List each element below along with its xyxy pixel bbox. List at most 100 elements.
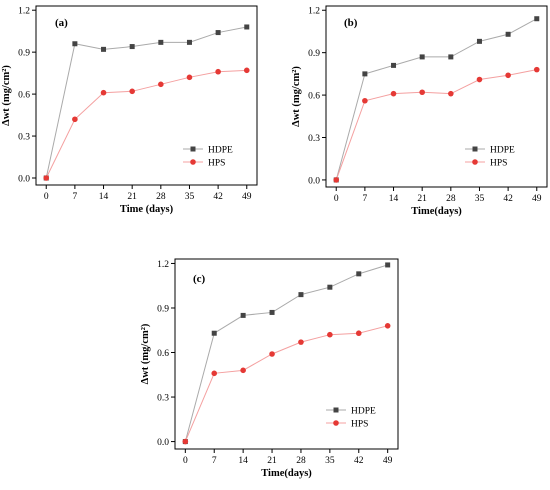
x-tick-label: 28 bbox=[446, 194, 456, 204]
y-tick-label: 0.3 bbox=[157, 394, 169, 404]
data-point-hdpe bbox=[211, 330, 217, 336]
data-point-hdpe bbox=[269, 309, 275, 315]
x-tick-label: 35 bbox=[475, 194, 485, 204]
y-tick-label: 1.2 bbox=[157, 260, 169, 270]
data-point-hps bbox=[327, 331, 333, 338]
panel-label: (b) bbox=[344, 17, 358, 29]
data-point-hdpe bbox=[215, 30, 221, 36]
y-tick-label: 1.2 bbox=[308, 7, 320, 17]
legend-marker-hps bbox=[472, 159, 478, 165]
legend-marker-hdpe bbox=[190, 146, 196, 152]
y-axis-label: Δwt (mg/cm²) bbox=[140, 323, 151, 384]
x-tick-label: 35 bbox=[185, 192, 195, 202]
data-point-hdpe bbox=[101, 46, 107, 52]
data-point-hps bbox=[211, 370, 218, 377]
data-point-hps bbox=[390, 90, 397, 97]
x-tick-label: 7 bbox=[212, 456, 217, 466]
data-point-hps bbox=[419, 89, 425, 96]
x-tick-label: 21 bbox=[417, 194, 427, 204]
data-point-hdpe bbox=[362, 71, 368, 77]
x-tick-label: 49 bbox=[242, 192, 252, 202]
x-tick-label: 42 bbox=[503, 194, 513, 204]
plot-frame bbox=[325, 5, 548, 188]
x-tick-label: 7 bbox=[73, 192, 78, 202]
x-tick-label: 21 bbox=[127, 192, 137, 202]
data-point-hps bbox=[186, 74, 193, 81]
legend: HDPE HPS bbox=[326, 407, 376, 430]
legend-marker-hps bbox=[333, 420, 339, 426]
plot-frame bbox=[35, 5, 258, 186]
data-point-hps bbox=[182, 438, 189, 445]
data-point-hdpe bbox=[534, 16, 540, 22]
x-tick-label: 14 bbox=[238, 456, 248, 466]
y-tick-label: 0.9 bbox=[308, 49, 320, 59]
x-tick-label: 0 bbox=[44, 192, 49, 202]
legend: HDPE HPS bbox=[465, 146, 515, 169]
data-point-hdpe bbox=[244, 24, 250, 30]
data-point-hps bbox=[505, 72, 511, 79]
data-point-hps bbox=[269, 351, 275, 357]
x-tick-label: 42 bbox=[354, 456, 364, 466]
x-axis-label: Time(days) bbox=[411, 206, 462, 217]
data-point-hdpe bbox=[129, 44, 135, 50]
data-point-hdpe bbox=[240, 312, 246, 318]
legend-marker-hdpe bbox=[333, 407, 339, 413]
y-tick-label: 0.3 bbox=[308, 134, 320, 144]
data-point-hdpe bbox=[72, 41, 78, 47]
chart-panel-1: 0 7 14 21 28 35 42 49 0.0 0.3 0.6 0.9 1.2 Time (days)… bbox=[1, 5, 258, 215]
y-tick-label: 0.9 bbox=[157, 304, 169, 314]
legend-label-hps: HPS bbox=[490, 159, 507, 169]
x-tick-label: 0 bbox=[334, 194, 339, 204]
data-point-hps bbox=[533, 66, 540, 73]
legend-marker-hps bbox=[190, 159, 196, 165]
x-tick-label: 28 bbox=[296, 456, 306, 466]
data-point-hps bbox=[362, 97, 368, 104]
legend-label-hdpe: HDPE bbox=[351, 407, 376, 417]
series-line-hps bbox=[184, 325, 388, 442]
data-point-hps bbox=[448, 90, 454, 97]
y-tick-label: 1.2 bbox=[18, 7, 30, 17]
data-point-hdpe bbox=[391, 62, 397, 68]
data-point-hdpe bbox=[327, 284, 333, 290]
series-line-hps bbox=[45, 69, 247, 179]
data-point-hps bbox=[72, 116, 78, 123]
x-tick-label: 49 bbox=[383, 456, 393, 466]
series-line-hps bbox=[335, 69, 537, 181]
data-point-hps bbox=[215, 68, 221, 75]
data-point-hdpe bbox=[298, 292, 304, 298]
x-tick-label: 21 bbox=[267, 456, 277, 466]
y-tick-label: 0.0 bbox=[157, 438, 169, 448]
series-line-hdpe bbox=[335, 18, 538, 181]
x-axis-label: Time (days) bbox=[120, 204, 174, 215]
y-axis-label: Δwt (mg/cm²) bbox=[291, 66, 302, 127]
y-tick-label: 0.6 bbox=[18, 91, 30, 101]
x-tick-label: 0 bbox=[183, 456, 188, 466]
series-line-hdpe bbox=[184, 264, 388, 442]
plot-frame bbox=[174, 258, 399, 450]
x-tick-label: 14 bbox=[99, 192, 109, 202]
data-point-hps bbox=[476, 76, 483, 83]
x-tick-label: 7 bbox=[363, 194, 368, 204]
data-point-hps bbox=[333, 177, 340, 183]
data-point-hdpe bbox=[356, 271, 362, 277]
x-tick-label: 35 bbox=[325, 456, 335, 466]
y-tick-label: 0.9 bbox=[18, 49, 30, 59]
data-point-hps bbox=[355, 330, 362, 337]
y-tick-label: 0.6 bbox=[157, 349, 169, 359]
y-tick-label: 0.0 bbox=[308, 176, 320, 186]
legend: HDPE HPS bbox=[183, 146, 233, 169]
data-point-hps bbox=[384, 322, 391, 329]
data-point-hdpe bbox=[186, 39, 192, 45]
data-point-hdpe bbox=[448, 54, 454, 60]
data-point-hps bbox=[240, 367, 246, 374]
data-point-hps bbox=[243, 67, 250, 74]
series-line-hdpe bbox=[45, 26, 247, 179]
y-tick-label: 0.6 bbox=[308, 92, 320, 102]
data-point-hdpe bbox=[419, 54, 425, 60]
panel-label: (c) bbox=[193, 273, 206, 285]
y-tick-label: 0.0 bbox=[18, 175, 30, 185]
x-tick-label: 49 bbox=[532, 194, 542, 204]
data-point-hps bbox=[100, 89, 107, 96]
chart-panel-2: 0 7 14 21 28 35 42 49 0.0 0.3 0.6 0.9 1.2 Time(days) Δ… bbox=[291, 5, 548, 217]
